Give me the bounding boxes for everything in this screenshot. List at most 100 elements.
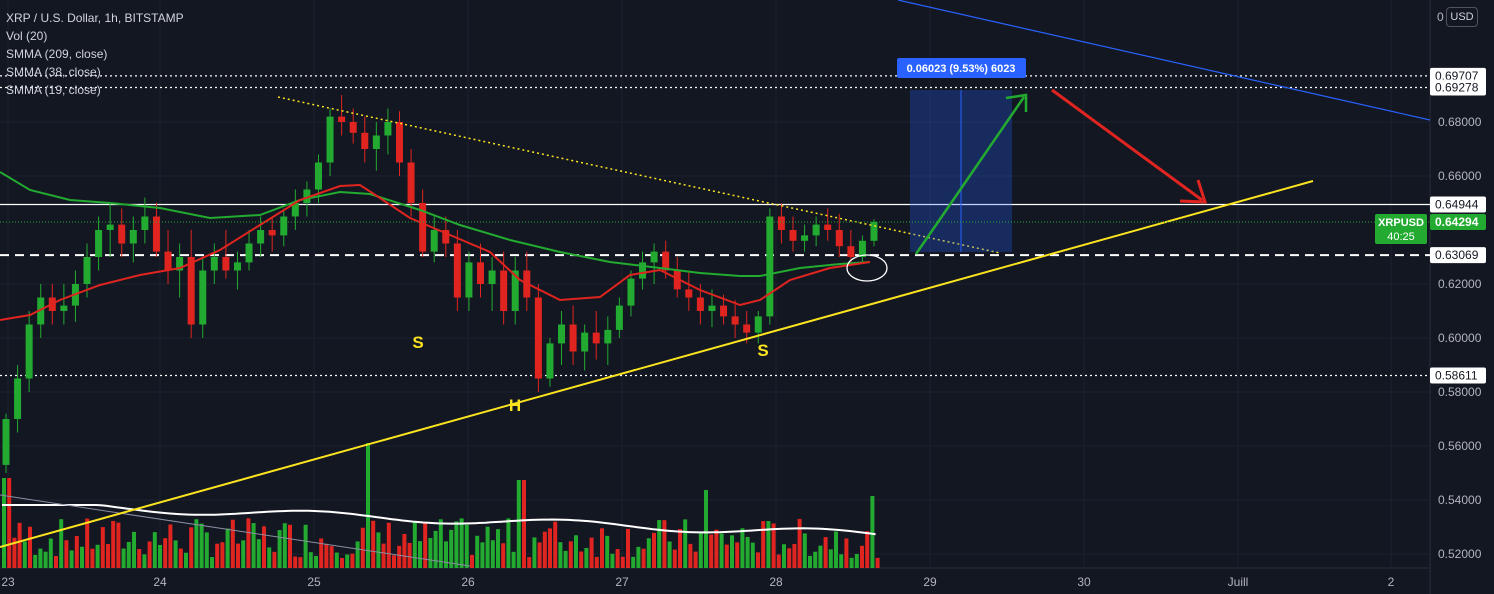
volume-bar xyxy=(600,528,604,568)
volume-bar xyxy=(589,537,594,568)
volume-bar xyxy=(506,518,511,568)
y-tick-label: 0.62000 xyxy=(1438,277,1482,291)
candle-body xyxy=(650,251,658,263)
volume-bar xyxy=(641,548,646,568)
volume-bar xyxy=(184,552,188,568)
volume-bar xyxy=(485,526,490,568)
volume-bar xyxy=(605,535,610,568)
red-arrow-line xyxy=(1051,88,1203,202)
volume-bar xyxy=(444,541,448,568)
candle-body xyxy=(569,324,577,352)
volume-bar xyxy=(511,551,516,568)
pattern-label: S xyxy=(757,341,768,360)
price-level-label: 0.69278 xyxy=(1435,80,1479,94)
volume-bar xyxy=(7,478,12,568)
candle-body xyxy=(338,116,346,122)
legend-smma-209[interactable]: SMMA (209, close) xyxy=(6,47,108,61)
legend-volume[interactable]: Vol (20) xyxy=(6,29,48,43)
legend-symbol[interactable]: XRP / U.S. Dollar, 1h, BITSTAMP xyxy=(6,11,184,25)
x-tick-label: 27 xyxy=(615,575,629,589)
candle-body xyxy=(824,224,832,230)
axis-zero-label: 0 xyxy=(1437,10,1444,24)
volume-bar xyxy=(262,526,266,568)
volume-bar xyxy=(241,540,246,568)
candle-body xyxy=(37,297,45,325)
candle-body xyxy=(615,305,623,330)
volume-bar xyxy=(459,518,464,568)
candle-body xyxy=(2,419,10,465)
candle-body xyxy=(118,224,126,244)
candle-body xyxy=(60,305,68,311)
volume-bar xyxy=(324,543,329,568)
pattern-label: H xyxy=(509,396,521,415)
x-tick-label: 24 xyxy=(153,575,167,589)
price-level-tag xyxy=(1430,247,1486,264)
smma-38-line xyxy=(0,171,871,277)
volume-bar xyxy=(797,518,802,568)
candle-body xyxy=(176,257,184,271)
volume-bar xyxy=(251,523,256,568)
price-level-tag xyxy=(1430,367,1486,384)
price-level-tag xyxy=(1430,79,1486,96)
volume-bar xyxy=(672,549,677,568)
volume-bar xyxy=(366,443,370,568)
volume-bar xyxy=(740,528,745,568)
candle-body xyxy=(581,332,589,352)
candle-body xyxy=(407,162,415,203)
candle-body xyxy=(430,230,438,252)
volume-bar xyxy=(381,543,386,568)
volume-bar xyxy=(787,548,792,568)
volume-bar xyxy=(584,547,589,568)
volume-bar xyxy=(631,556,636,568)
candle-body xyxy=(187,257,195,325)
volume-bar xyxy=(730,535,734,568)
volume-bar xyxy=(246,518,251,568)
volume-bar xyxy=(407,542,412,568)
volume-bar xyxy=(402,533,407,568)
legend-smma-19[interactable]: SMMA (19, close) xyxy=(6,83,101,97)
volume-bar xyxy=(839,554,844,568)
currency-button[interactable]: USD xyxy=(1446,7,1478,27)
volume-bar xyxy=(173,540,178,568)
volume-bar xyxy=(418,541,422,568)
volume-bar xyxy=(808,555,812,568)
volume-bar xyxy=(828,549,833,568)
volume-bar xyxy=(303,524,308,568)
candle-body xyxy=(210,257,218,271)
volume-bar xyxy=(132,531,136,568)
volume-bar xyxy=(834,531,838,568)
candle-body xyxy=(592,332,600,344)
volume-bar xyxy=(813,551,818,568)
x-tick-label: 28 xyxy=(769,575,783,589)
candle-body xyxy=(639,262,647,279)
legend-smma-38[interactable]: SMMA (38, close) xyxy=(6,65,101,79)
volume-bar xyxy=(865,531,870,568)
volume-bar xyxy=(750,542,755,568)
volume-bar xyxy=(470,554,474,568)
volume-bar xyxy=(116,522,121,568)
volume-bar xyxy=(215,543,220,568)
volume-bar xyxy=(85,518,90,568)
candle-body xyxy=(500,270,508,311)
volume-bar xyxy=(225,528,230,568)
candle-body xyxy=(558,324,566,344)
volume-bar xyxy=(542,531,547,568)
candle-body xyxy=(720,305,728,317)
volume-bar xyxy=(766,521,771,568)
volume-bar xyxy=(698,533,703,568)
candle-body xyxy=(222,257,230,271)
candle-body xyxy=(372,135,380,149)
candle-body xyxy=(14,378,22,419)
volume-bar xyxy=(574,535,578,568)
volume-bar xyxy=(714,529,719,568)
volume-bar xyxy=(355,541,360,568)
volume-bar xyxy=(152,532,157,568)
candle-body xyxy=(488,270,496,284)
volume-bar xyxy=(12,537,17,568)
volume-bar xyxy=(854,554,859,568)
volume-bar xyxy=(626,528,630,568)
volume-bar xyxy=(126,541,131,568)
